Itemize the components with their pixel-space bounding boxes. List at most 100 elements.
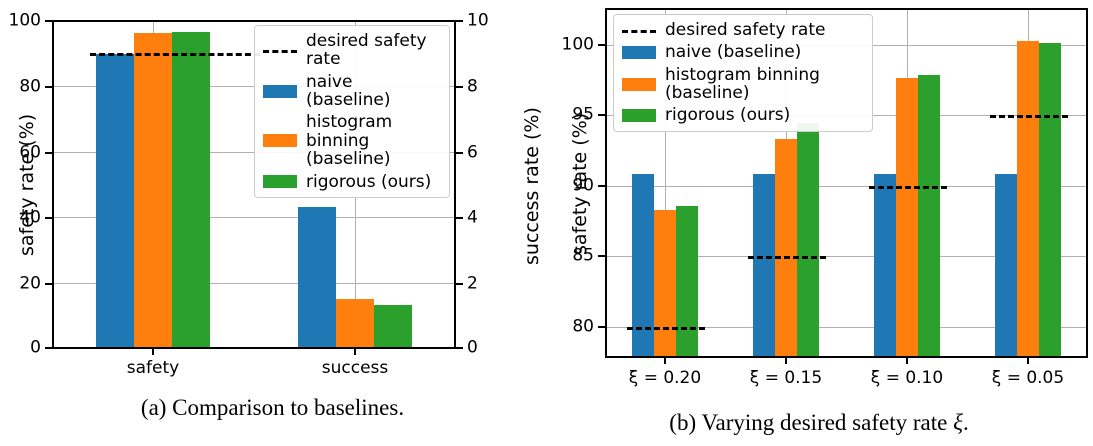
legend-row-histogram-binning: histogram binning (baseline): [263, 113, 441, 168]
desired-safety-rate-line-b-85: [748, 256, 826, 260]
legend-label-desired-safety-rate: desired safety rate: [306, 31, 427, 70]
panel-b-varying-desired-safety-rate: desired safety rate naive (baseline) his…: [545, 0, 1093, 446]
ytick-label-a-left-60: 60: [19, 142, 41, 163]
dashed-line-swatch-icon: [622, 24, 656, 37]
legend-a: desired safety rate naive (baseline) his…: [254, 25, 450, 198]
xtick-b-0: [664, 358, 666, 364]
desired-safety-rate-line-a: [90, 52, 260, 56]
ytick-label-a-left-100: 100: [8, 10, 41, 31]
ytick-label-b-85: 85: [572, 245, 594, 266]
bar-xi005-rigorous: [1039, 42, 1061, 358]
y-axis-title-b: safety rate (%): [569, 112, 591, 255]
gridline-b-90: [605, 185, 1088, 187]
gridline-a-40: [52, 217, 456, 219]
caption-a: (a) Comparison to baselines.: [140, 395, 405, 420]
xtick-label-b-0: ξ = 0.20: [628, 368, 702, 388]
ytick-a-right-2: [456, 283, 463, 286]
ytick-label-a-right-8: 8: [467, 76, 478, 97]
legend-row-rigorous: rigorous (ours): [622, 105, 864, 126]
xtick-b-2: [906, 358, 908, 364]
bar-safety-naive: [96, 53, 134, 349]
legend-label-rigorous: rigorous (ours): [306, 171, 432, 192]
axis-spine-a-right: [454, 20, 456, 349]
ytick-label-a-left-0: 0: [30, 337, 41, 358]
dashed-line-swatch-icon: [263, 44, 297, 57]
xtick-label-a-safety: safety: [126, 358, 180, 378]
gridline-b-cat-0: [665, 8, 666, 358]
ytick-a-left-0: [45, 347, 52, 349]
desired-safety-rate-line-b-90: [869, 185, 947, 189]
gridline-b-85: [605, 256, 1088, 258]
bar-xi015-rigorous: [797, 123, 819, 358]
orange-swatch-icon: [263, 134, 297, 148]
gridline-b-80: [605, 327, 1088, 328]
axis-spine-b-left: [605, 8, 607, 358]
ytick-label-a-left-40: 40: [19, 207, 41, 228]
bar-xi010-rigorous: [918, 75, 940, 358]
ytick-b-80: [598, 326, 605, 328]
bar-xi020-rigorous: [676, 205, 698, 358]
ytick-label-a-right-0: 0: [467, 337, 478, 358]
axis-spine-b-top: [605, 8, 1088, 10]
ytick-a-right-6: [456, 151, 463, 154]
desired-safety-rate-line-b-80: [627, 327, 705, 330]
legend-row-desired-safety-rate: desired safety rate: [263, 32, 441, 69]
ytick-label-b-100: 100: [561, 34, 594, 55]
legend-row-histogram-binning: histogram binning (baseline): [622, 66, 864, 103]
ytick-label-a-right-4: 4: [467, 207, 478, 228]
legend-label-rigorous: rigorous (ours): [665, 105, 791, 126]
ytick-a-left-20: [45, 283, 52, 286]
legend-b: desired safety rate naive (baseline) his…: [613, 14, 873, 132]
ytick-label-a-left-20: 20: [19, 273, 41, 294]
y-axis-title-a-left: safety rate (%): [16, 113, 38, 256]
caption-b-prefix: (b) Varying desired safety rate: [669, 410, 954, 435]
axis-spine-b-right: [1086, 8, 1088, 358]
gridline-a-20: [52, 283, 456, 285]
plot-area-a: desired safety rate naive (baseline) his…: [52, 20, 456, 349]
ytick-a-left-100: [45, 20, 52, 22]
green-swatch-icon: [622, 109, 656, 123]
legend-label-naive: naive (baseline): [306, 71, 391, 111]
xtick-label-b-2: ξ = 0.10: [870, 368, 944, 388]
xtick-label-b-1: ξ = 0.15: [749, 368, 823, 388]
ytick-a-left-40: [45, 217, 52, 220]
caption-b: (b) Varying desired safety rate ξ.: [545, 410, 1093, 436]
bar-safety-histogram-binning: [134, 32, 172, 349]
ytick-label-b-95: 95: [572, 104, 594, 125]
caption-b-xi-symbol: ξ: [953, 410, 963, 435]
bar-success-rigorous: [374, 305, 412, 349]
bar-xi010-naive: [874, 173, 896, 358]
bar-xi015-naive: [753, 173, 775, 358]
ytick-a-right-8: [456, 85, 463, 88]
ytick-b-85: [598, 255, 605, 258]
blue-swatch-icon: [622, 46, 656, 60]
y-axis-title-a-right: success rate (%): [521, 107, 543, 265]
panel-a-comparison-to-baselines: desired safety rate naive (baseline) his…: [0, 0, 545, 446]
legend-label-desired-safety-rate: desired safety rate: [665, 20, 826, 40]
bar-xi005-naive: [995, 173, 1017, 358]
ytick-label-b-90: 90: [572, 175, 594, 196]
xtick-b-1: [785, 358, 787, 364]
xtick-a-safety: [152, 349, 154, 355]
bar-success-naive: [298, 206, 336, 349]
bar-xi010-histogram-binning: [896, 78, 918, 358]
ytick-b-100: [598, 43, 605, 46]
legend-row-naive: naive (baseline): [622, 42, 864, 63]
desired-safety-rate-line-b-95: [990, 115, 1068, 119]
plot-area-b: desired safety rate naive (baseline) his…: [605, 8, 1088, 358]
legend-row-rigorous: rigorous (ours): [263, 171, 441, 192]
ytick-b-90: [598, 184, 605, 187]
legend-row-desired-safety-rate: desired safety rate: [622, 21, 864, 39]
ytick-a-left-80: [45, 85, 52, 88]
ytick-label-b-80: 80: [572, 316, 594, 337]
ytick-a-left-60: [45, 151, 52, 154]
caption-b-suffix: .: [962, 410, 969, 435]
axis-spine-a-left: [52, 20, 54, 349]
xtick-label-b-3: ξ = 0.05: [991, 368, 1065, 388]
xtick-b-3: [1027, 358, 1029, 364]
legend-label-naive: naive (baseline): [665, 42, 802, 63]
bar-xi015-histogram-binning: [775, 138, 797, 358]
bar-xi020-naive: [632, 173, 654, 358]
axis-spine-b-bottom: [605, 356, 1088, 358]
